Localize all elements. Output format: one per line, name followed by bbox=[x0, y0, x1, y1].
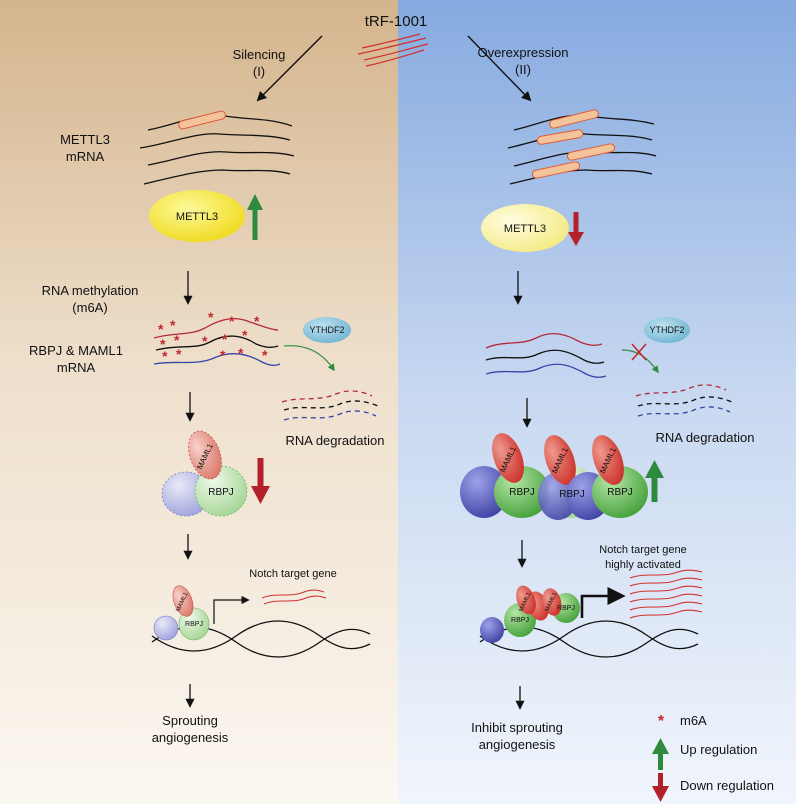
mettl3-mrna-label: METTL3 mRNA bbox=[60, 132, 110, 164]
right-dna-rbpj-label-1: RBPJ bbox=[511, 617, 529, 624]
left-degraded-rna bbox=[281, 390, 379, 421]
legend-m6a-label: m6A bbox=[680, 713, 707, 728]
right-trf-binding-segment-2 bbox=[536, 129, 584, 145]
silencing-numeral: (I) bbox=[252, 64, 266, 79]
left-dna-bound-complex bbox=[153, 585, 210, 641]
right-mettl3-protein bbox=[481, 204, 569, 252]
left-rbpj-maml1-complex bbox=[161, 430, 248, 517]
right-mettl3-label: METTL3 bbox=[503, 223, 547, 235]
right-trf-binding-segment-1 bbox=[549, 109, 599, 129]
left-methylated-mrna bbox=[153, 317, 281, 366]
svg-text:*: * bbox=[208, 309, 214, 325]
overexpression-numeral: (II) bbox=[515, 62, 531, 77]
legend-m6a-symbol: * bbox=[657, 713, 665, 730]
left-degradation-arrow bbox=[283, 345, 335, 372]
legend-up-arrow-icon bbox=[652, 738, 669, 770]
left-rbpj-label: RBPJ bbox=[208, 487, 234, 498]
left-complex-down-arrow-icon bbox=[251, 458, 270, 504]
legend-down-regulation-label: Down regulation bbox=[680, 778, 774, 793]
right-target-transcripts bbox=[629, 569, 703, 619]
flow-arrows bbox=[183, 271, 532, 710]
right-dna-bound-complex bbox=[480, 585, 580, 643]
svg-text:*: * bbox=[158, 321, 164, 337]
overexpression-arrow bbox=[467, 35, 532, 102]
right-rbpj-label-1: RBPJ bbox=[509, 487, 535, 498]
svg-text:*: * bbox=[222, 331, 228, 347]
left-mettl3-label: METTL3 bbox=[175, 211, 219, 223]
right-rbpj-label-2: RBPJ bbox=[559, 489, 585, 500]
right-dna-rbpj-label-2: RBPJ bbox=[557, 605, 575, 612]
svg-text:*: * bbox=[170, 317, 176, 333]
rna-methylation-label: RNA methylation (m6A) bbox=[41, 283, 139, 315]
right-rna-degradation-label: RNA degradation bbox=[655, 430, 755, 445]
rbpj-maml1-mrna-label: RBPJ & MAML1 mRNA bbox=[29, 343, 123, 375]
right-notch-target-label: Notch target gene highly activated bbox=[599, 544, 687, 571]
left-ythdf2-label: YTHDF2 bbox=[309, 325, 345, 335]
block-cross-icon bbox=[631, 343, 647, 361]
right-transcription-arrow bbox=[580, 586, 626, 618]
svg-text:*: * bbox=[202, 333, 208, 349]
svg-text:*: * bbox=[220, 347, 226, 363]
right-rbpj-maml1-complexes bbox=[460, 433, 648, 520]
right-trf-binding-segment-3 bbox=[566, 143, 616, 161]
silencing-arrow bbox=[256, 35, 323, 102]
right-complex-up-arrow-icon bbox=[645, 460, 664, 502]
right-trf-binding-segment-4 bbox=[531, 161, 581, 179]
right-ythdf2-label: YTHDF2 bbox=[649, 325, 685, 335]
svg-text:*: * bbox=[160, 336, 166, 352]
left-dna-rbpj-label: RBPJ bbox=[185, 621, 203, 628]
left-outcome-label: Sprouting angiogenesis bbox=[151, 713, 229, 745]
svg-text:*: * bbox=[176, 346, 182, 362]
legend-down-arrow-icon bbox=[652, 773, 669, 802]
legend-up-regulation-label: Up regulation bbox=[680, 742, 758, 757]
left-trf-binding-segment bbox=[178, 110, 226, 130]
left-target-transcripts bbox=[261, 589, 327, 605]
svg-text:*: * bbox=[254, 313, 260, 329]
left-mettl3-up-arrow-icon bbox=[247, 194, 263, 240]
left-m6a-marks: * * * * * * * * * * * * * * * bbox=[158, 309, 268, 364]
silencing-label: Silencing bbox=[232, 47, 286, 62]
svg-text:*: * bbox=[174, 332, 180, 348]
right-rbpj-label-3: RBPJ bbox=[607, 487, 633, 498]
right-mrna bbox=[485, 332, 607, 378]
right-outcome-label: Inhibit sprouting angiogenesis bbox=[471, 720, 563, 752]
left-panel-background bbox=[0, 0, 398, 804]
trf-1001-strands bbox=[357, 33, 429, 67]
left-notch-target-label: Notch target gene bbox=[249, 568, 337, 580]
left-mettl3-protein bbox=[149, 190, 245, 242]
overexpression-label: Overexpression bbox=[477, 45, 569, 60]
svg-text:*: * bbox=[162, 348, 168, 364]
svg-text:*: * bbox=[229, 313, 235, 329]
svg-text:*: * bbox=[238, 345, 244, 361]
left-ythdf2-protein bbox=[303, 317, 351, 343]
svg-text:*: * bbox=[242, 327, 248, 343]
left-transcription-arrow bbox=[213, 595, 250, 624]
right-ythdf2-protein bbox=[644, 317, 690, 343]
right-degraded-rna bbox=[635, 384, 733, 417]
svg-text:*: * bbox=[262, 347, 268, 363]
right-panel-background bbox=[398, 0, 796, 804]
left-rna-degradation-label: RNA degradation bbox=[285, 433, 385, 448]
left-mettl3-mrna-strands bbox=[139, 114, 295, 185]
right-mettl3-down-arrow-icon bbox=[568, 212, 584, 246]
diagram-title: tRF-1001 bbox=[364, 13, 428, 30]
